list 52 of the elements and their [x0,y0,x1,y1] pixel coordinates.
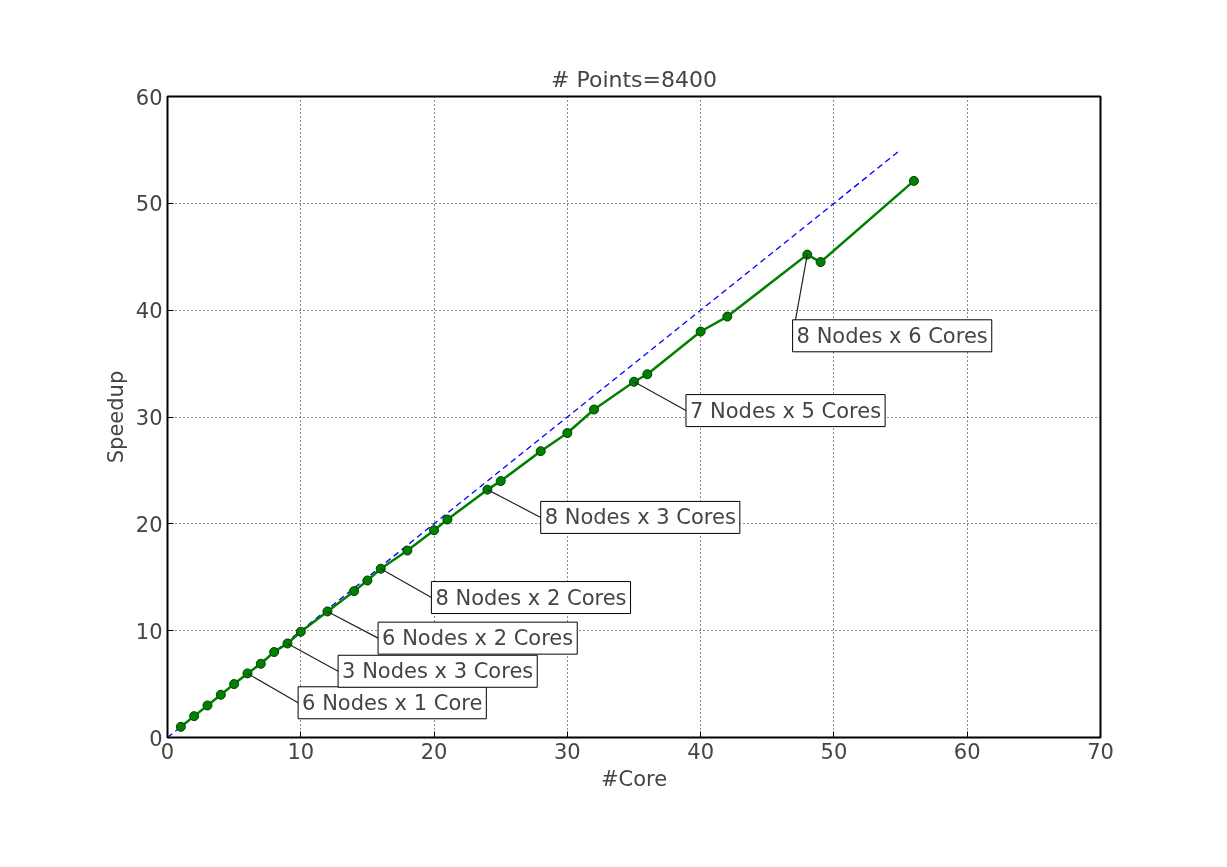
x-tick-label: 70 [1087,739,1114,764]
y-tick-label: 50 [135,192,163,217]
annotation: 8 Nodes x 6 Cores [796,323,988,348]
point [175,721,186,732]
annotation: 7 Nodes x 5 Cores [689,398,882,423]
point [429,525,440,536]
point [815,257,826,268]
point [695,326,706,337]
annotation: 8 Nodes x 3 Cores [544,505,736,530]
x-tick-label: 40 [687,739,715,764]
point [282,638,293,649]
y-tick-label: 20 [135,512,163,537]
point [442,514,453,525]
point [255,658,266,669]
point [802,249,813,260]
y-axis-title: Speedup [103,370,128,464]
point [362,575,373,586]
y-tick-label: 30 [135,406,163,430]
point [269,647,280,658]
point [349,586,360,597]
annotation: 6 Nodes x 2 Cores [382,626,574,651]
point [535,446,546,457]
point [242,668,253,679]
y-tick-label: 40 [135,299,163,324]
x-tick-label: 10 [287,739,315,764]
annotation: 6 Nodes x 1 Core [302,690,483,715]
x-tick-label: 60 [953,739,981,764]
x-tick-label: 50 [820,739,848,764]
point [482,484,493,495]
chart-title: # Points=8400 [551,66,717,92]
point [295,626,306,637]
annotation: 8 Nodes x 2 Cores [435,585,627,610]
point [562,428,573,439]
x-axis-title: #Core [600,766,668,791]
point [375,563,386,574]
point [229,679,240,690]
x-tick-label: 30 [554,739,581,764]
x-tick-label: 20 [420,739,448,764]
point [908,175,919,186]
point [722,311,733,322]
point [642,369,653,380]
point [322,606,333,617]
point [629,376,639,387]
point [589,404,600,415]
point [202,700,213,711]
point [495,476,506,487]
y-tick-label: 10 [135,619,163,644]
y-tick-label: 60 [135,85,163,110]
point [215,689,226,700]
annotation: 3 Nodes x 3 Cores [342,659,534,684]
point [402,545,413,556]
point [189,711,200,722]
